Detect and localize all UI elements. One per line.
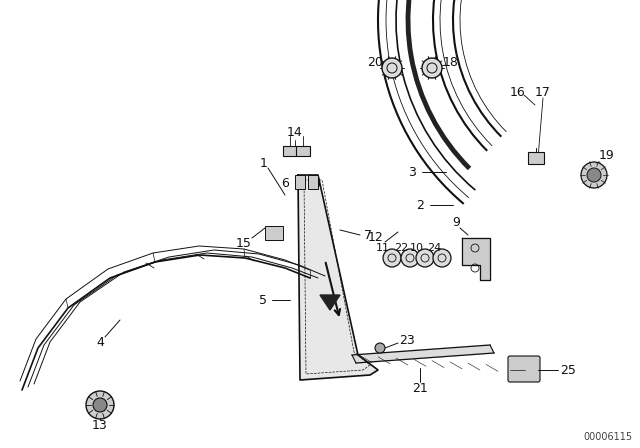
Text: 10: 10: [410, 243, 424, 253]
Text: 24: 24: [427, 243, 441, 253]
Circle shape: [433, 249, 451, 267]
Circle shape: [416, 249, 434, 267]
Text: 9: 9: [452, 215, 460, 228]
Text: 17: 17: [535, 86, 551, 99]
Bar: [296, 146, 310, 156]
Circle shape: [382, 58, 402, 78]
Text: 6: 6: [281, 177, 289, 190]
Polygon shape: [298, 175, 378, 380]
Text: 20: 20: [367, 56, 383, 69]
Text: 13: 13: [92, 418, 108, 431]
Bar: [283, 146, 297, 156]
Text: 21: 21: [412, 382, 428, 395]
Text: 00006115: 00006115: [584, 432, 632, 442]
Text: 8: 8: [312, 177, 320, 190]
Circle shape: [587, 168, 601, 182]
Circle shape: [86, 391, 114, 419]
Circle shape: [581, 162, 607, 188]
Circle shape: [375, 343, 385, 353]
Circle shape: [401, 249, 419, 267]
Text: 3: 3: [408, 165, 416, 178]
Text: 2: 2: [416, 198, 424, 211]
Polygon shape: [352, 345, 494, 363]
Text: 1: 1: [260, 156, 268, 169]
Text: 23: 23: [399, 333, 415, 346]
Text: 12: 12: [368, 231, 384, 244]
Bar: [528, 152, 544, 164]
Text: 15: 15: [236, 237, 252, 250]
Text: 14: 14: [287, 125, 303, 138]
Text: 4: 4: [96, 336, 104, 349]
Text: 22: 22: [394, 243, 408, 253]
Circle shape: [93, 398, 107, 412]
Circle shape: [422, 58, 442, 78]
Text: 18: 18: [443, 56, 459, 69]
Circle shape: [383, 249, 401, 267]
Text: 19: 19: [599, 148, 615, 161]
Text: 11: 11: [376, 243, 390, 253]
Polygon shape: [462, 238, 490, 280]
Text: 16: 16: [510, 86, 526, 99]
Text: 5: 5: [259, 293, 267, 306]
Bar: [308, 175, 318, 189]
Text: 7: 7: [364, 228, 372, 241]
FancyBboxPatch shape: [508, 356, 540, 382]
Bar: [265, 226, 283, 240]
Text: 25: 25: [560, 363, 576, 376]
Bar: [295, 175, 305, 189]
Polygon shape: [320, 295, 340, 310]
